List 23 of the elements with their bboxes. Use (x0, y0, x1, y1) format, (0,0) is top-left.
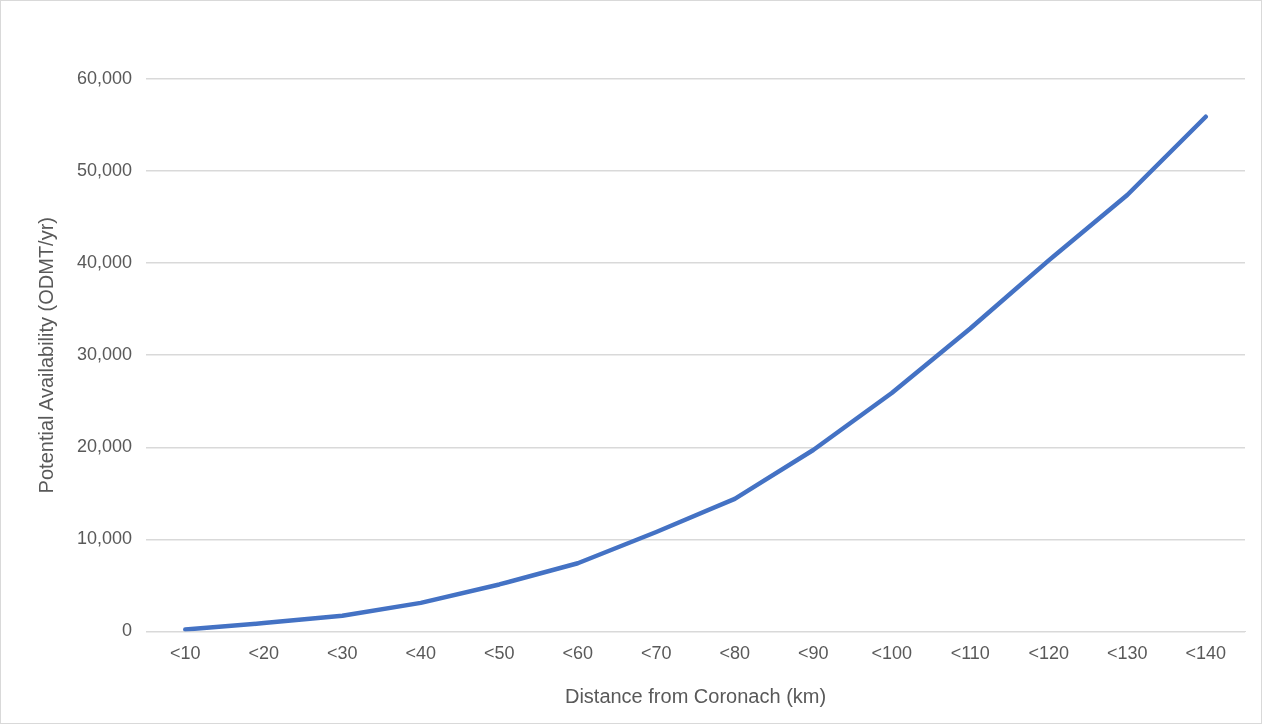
y-tick-label: 50,000 (76, 160, 133, 181)
x-tick-label: <60 (562, 643, 594, 664)
y-axis-title: Potential Availability (ODMT/yr) (34, 217, 57, 494)
y-tick-label: 30,000 (76, 344, 133, 365)
x-tick-label: <110 (950, 643, 990, 664)
x-axis-title: Distance from Coronach (km) (564, 684, 827, 707)
y-tick-label: 40,000 (76, 252, 133, 273)
x-tick-label: <10 (170, 643, 201, 664)
x-tick-label: <20 (248, 643, 280, 664)
x-tick-label: <140 (1185, 643, 1227, 664)
x-tick-label: <70 (641, 643, 672, 664)
y-tick-label: 60,000 (76, 67, 133, 88)
x-tick-label: <40 (405, 643, 437, 664)
x-tick-label: <80 (719, 643, 751, 664)
y-tick-label: 0 (122, 620, 133, 641)
x-tick-label: <50 (484, 643, 515, 664)
x-tick-label: <100 (871, 643, 913, 664)
y-tick-label: 10,000 (76, 528, 133, 549)
x-tick-label: <130 (1106, 643, 1148, 664)
y-tick-label: 20,000 (76, 436, 133, 457)
x-tick-label: <120 (1028, 643, 1070, 664)
x-tick-label: <90 (798, 643, 829, 664)
x-tick-label: <30 (327, 643, 358, 664)
